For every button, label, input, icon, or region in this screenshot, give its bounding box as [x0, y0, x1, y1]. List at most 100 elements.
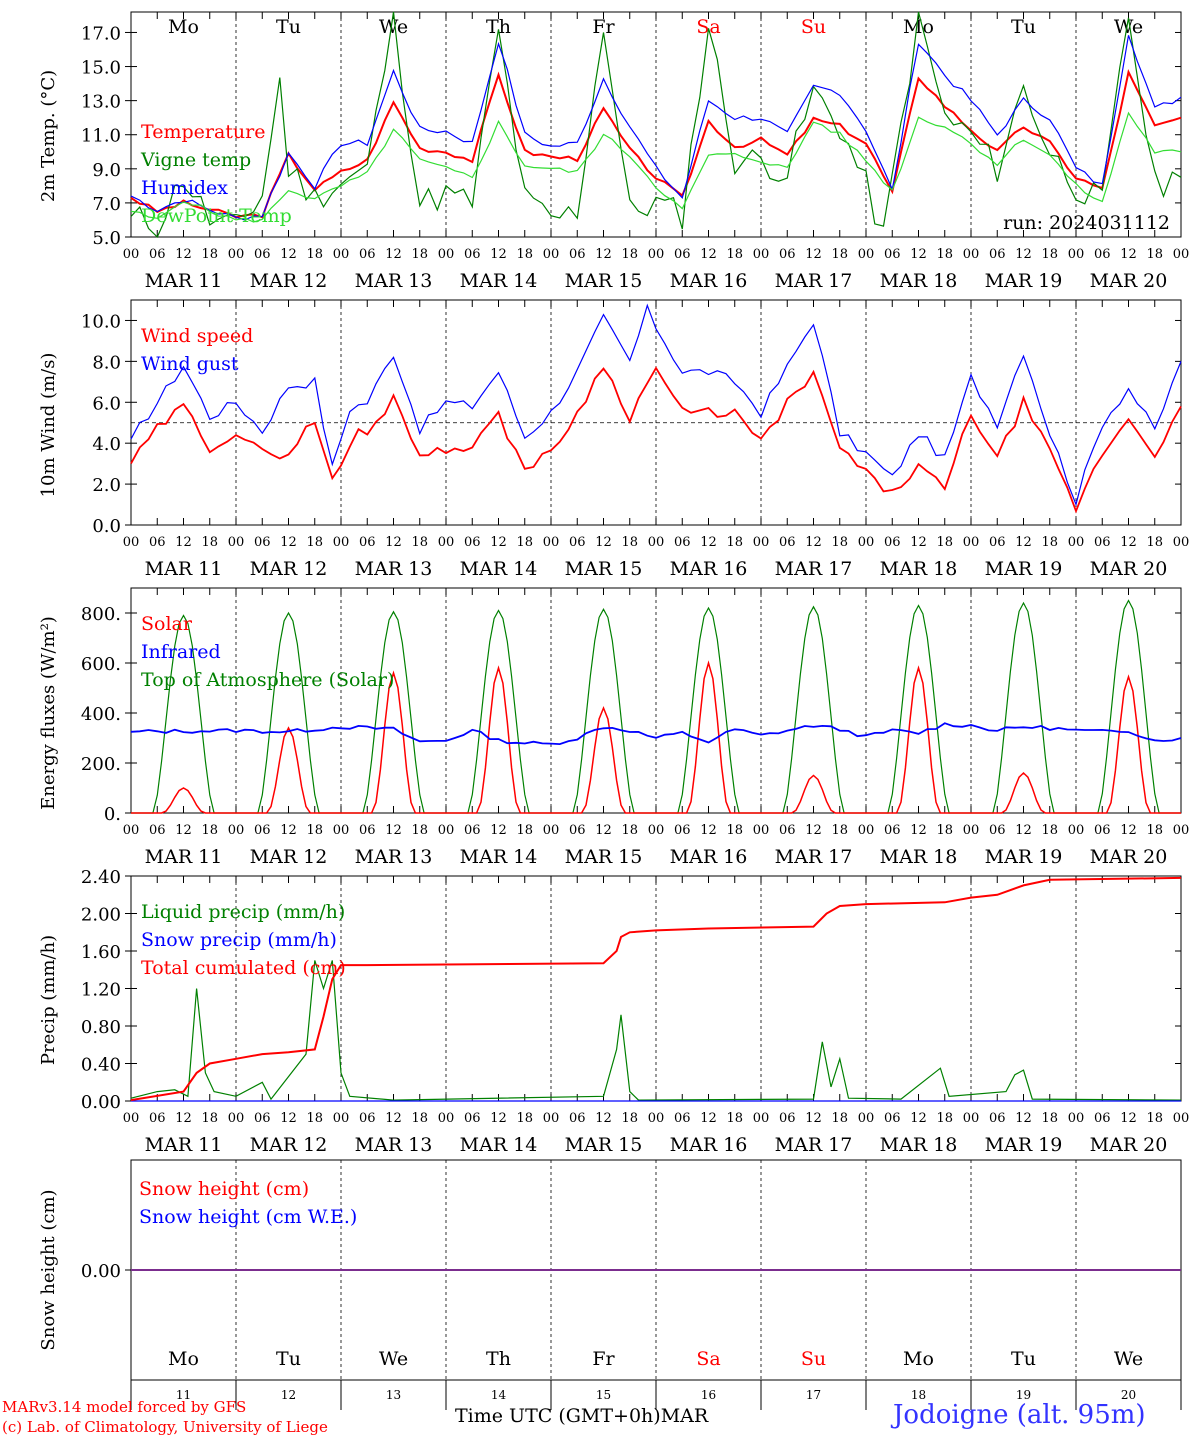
date-label: MAR 12 [250, 270, 328, 292]
date-label: MAR 13 [355, 1134, 433, 1156]
hour-tick-label: 12 [490, 247, 507, 262]
hour-tick-label: 12 [595, 247, 612, 262]
hour-tick-label: 18 [411, 823, 428, 838]
hour-tick-label: 18 [726, 247, 743, 262]
y-tick-label: 10.0 [81, 311, 121, 332]
legend-entry: Snow precip (mm/h) [141, 929, 337, 951]
hour-tick-label: 18 [201, 1111, 218, 1126]
hour-tick-label: 00 [753, 1111, 770, 1126]
hour-tick-label: 00 [753, 535, 770, 550]
hour-tick-label: 06 [254, 535, 271, 550]
date-label: MAR 12 [250, 846, 328, 868]
hour-tick-label: 00 [1068, 535, 1085, 550]
y-tick-label: 0.0 [92, 516, 121, 537]
hour-tick-label: 18 [726, 1111, 743, 1126]
date-label: MAR 15 [565, 558, 643, 580]
run-label: run: 2024031112 [1003, 212, 1170, 234]
station-label: Jodoigne (alt. 95m) [893, 1400, 1146, 1430]
date-label: MAR 18 [880, 558, 958, 580]
day-number: 14 [491, 1388, 507, 1402]
hour-tick-label: 06 [1094, 247, 1111, 262]
hour-tick-label: 06 [989, 1111, 1006, 1126]
hour-tick-label: 00 [438, 823, 455, 838]
hour-tick-label: 18 [306, 823, 323, 838]
hour-tick-label: 06 [149, 247, 166, 262]
date-label: MAR 16 [670, 846, 748, 868]
hour-tick-label: 06 [674, 247, 691, 262]
y-tick-label: 13.0 [81, 92, 121, 113]
hour-tick-label: 12 [910, 823, 927, 838]
day-label: We [379, 1348, 408, 1370]
hour-tick-label: 00 [1173, 1111, 1190, 1126]
hour-tick-label: 00 [1173, 535, 1190, 550]
hour-tick-label: 06 [149, 1111, 166, 1126]
y-tick-label: 400. [81, 704, 121, 725]
y-tick-label: 800. [81, 604, 121, 625]
hour-tick-label: 06 [254, 1111, 271, 1126]
y-tick-label: 1.20 [81, 980, 121, 1001]
y-tick-label: 4.0 [92, 434, 121, 455]
hour-tick-label: 00 [1068, 823, 1085, 838]
hour-tick-label: 18 [621, 1111, 638, 1126]
date-label: MAR 14 [460, 270, 538, 292]
hour-tick-label: 06 [1094, 823, 1111, 838]
day-label: Tu [1011, 16, 1036, 38]
date-label: MAR 15 [565, 846, 643, 868]
date-label: MAR 11 [145, 558, 223, 580]
series-line-1 [130, 69, 1182, 219]
day-number: 11 [176, 1388, 191, 1402]
hour-tick-label: 00 [543, 1111, 560, 1126]
hour-tick-label: 06 [464, 535, 481, 550]
date-label: MAR 17 [775, 558, 853, 580]
date-label: MAR 14 [460, 558, 538, 580]
hour-tick-label: 00 [963, 823, 980, 838]
hour-tick-label: 06 [779, 823, 796, 838]
date-label: MAR 19 [985, 846, 1063, 868]
hour-tick-label: 00 [1173, 823, 1190, 838]
hour-tick-label: 18 [621, 535, 638, 550]
date-label: MAR 14 [460, 846, 538, 868]
day-number: 19 [1016, 1388, 1031, 1402]
day-label: Tu [276, 1348, 301, 1370]
hour-tick-label: 06 [464, 1111, 481, 1126]
hour-tick-label: 00 [648, 1111, 665, 1126]
hour-tick-label: 12 [1015, 823, 1032, 838]
hour-tick-label: 06 [569, 247, 586, 262]
hour-tick-label: 00 [858, 247, 875, 262]
y-tick-label: 7.0 [92, 194, 121, 215]
hour-tick-label: 12 [490, 823, 507, 838]
y-tick-label: 0.00 [81, 1092, 121, 1113]
hour-tick-label: 06 [779, 1111, 796, 1126]
series-line-infrared [130, 722, 1182, 746]
date-label: MAR 14 [460, 1134, 538, 1156]
day-label: Tu [276, 16, 301, 38]
hour-tick-label: 12 [700, 1111, 717, 1126]
series-line-1 [130, 366, 1182, 514]
date-label: MAR 20 [1090, 846, 1168, 868]
y-tick-label: 6.0 [92, 393, 121, 414]
y-tick-label: 9.0 [92, 160, 121, 181]
hour-tick-label: 18 [1041, 535, 1058, 550]
hour-tick-label: 00 [123, 1111, 140, 1126]
hour-tick-label: 18 [201, 247, 218, 262]
hour-tick-label: 06 [674, 823, 691, 838]
hour-tick-label: 12 [490, 535, 507, 550]
hour-tick-label: 12 [280, 535, 297, 550]
day-label: Sa [696, 1348, 720, 1370]
hour-tick-label: 06 [569, 823, 586, 838]
hour-tick-label: 18 [726, 535, 743, 550]
day-label: We [1114, 16, 1143, 38]
y-tick-label: 200. [81, 754, 121, 775]
date-label: MAR 11 [145, 270, 223, 292]
hour-tick-label: 00 [333, 535, 350, 550]
hour-tick-label: 00 [333, 1111, 350, 1126]
hour-tick-label: 18 [936, 535, 953, 550]
day-label: Tu [1011, 1348, 1036, 1370]
hour-tick-label: 12 [805, 1111, 822, 1126]
hour-tick-label: 18 [306, 247, 323, 262]
date-label: MAR 16 [670, 558, 748, 580]
hour-tick-label: 18 [411, 535, 428, 550]
panel-frame [130, 11, 1182, 238]
hour-tick-label: 06 [359, 535, 376, 550]
